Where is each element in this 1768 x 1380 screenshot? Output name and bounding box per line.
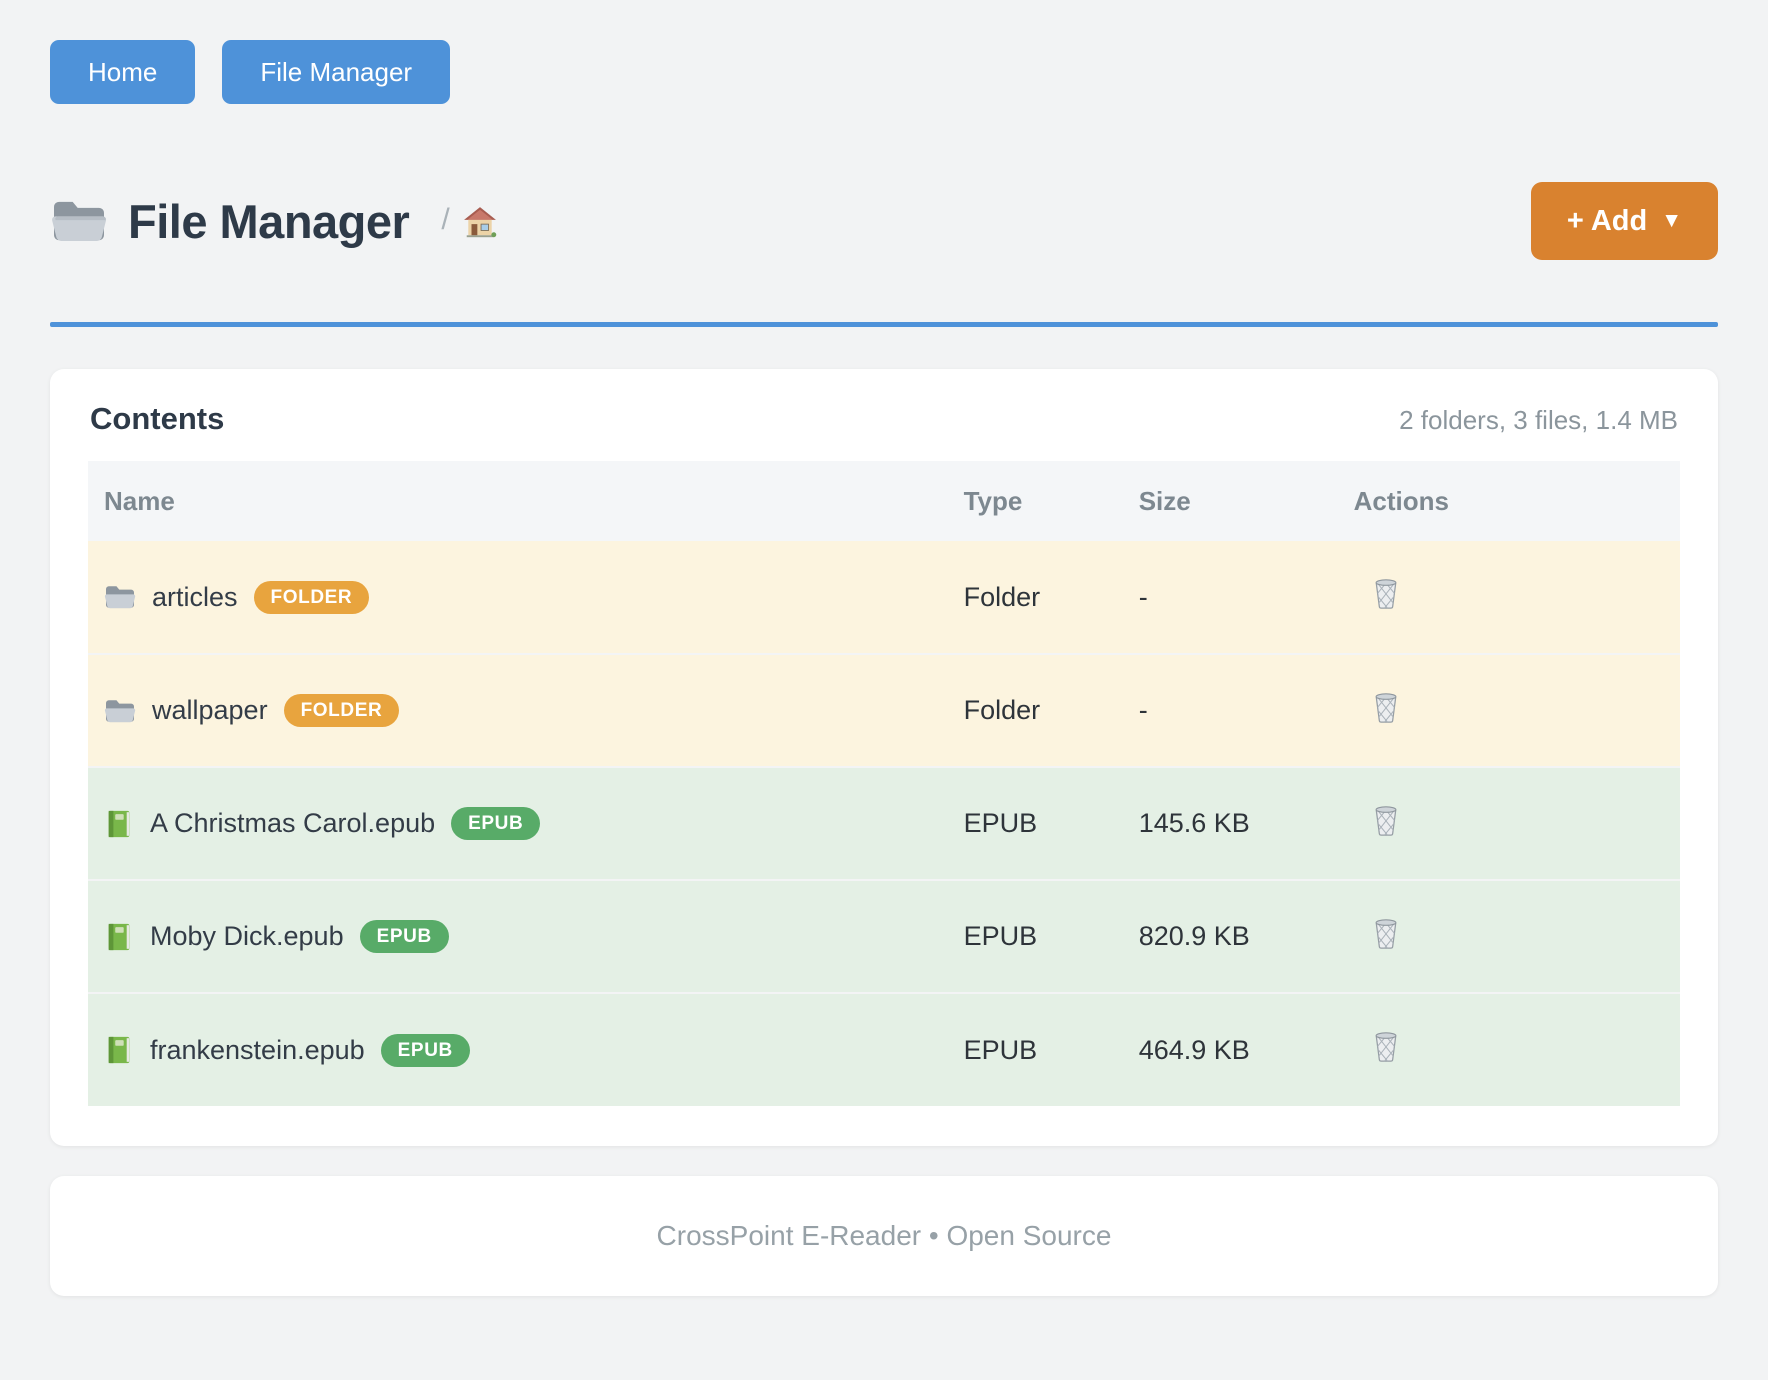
type-cell: Folder xyxy=(963,581,1041,612)
page-title: File Manager xyxy=(128,194,410,248)
file-table: Name Type Size Actions xyxy=(88,461,1680,1106)
file-name[interactable]: articles xyxy=(152,581,238,612)
type-badge: EPUB xyxy=(380,1033,470,1067)
file-name[interactable]: Moby Dick.epub xyxy=(150,921,344,951)
file-table-body: articles FOLDER Folder - xyxy=(88,541,1680,1106)
header-divider xyxy=(50,322,1718,327)
file-table-head: Name Type Size Actions xyxy=(88,461,1680,541)
breadcrumb: / xyxy=(441,203,497,239)
type-badge: FOLDER xyxy=(253,580,370,614)
type-cell: EPUB xyxy=(963,808,1038,838)
column-header-size: Size xyxy=(1138,485,1191,516)
nav-home-button[interactable]: Home xyxy=(50,40,196,104)
size-cell: 145.6 KB xyxy=(1138,808,1250,838)
type-badge: EPUB xyxy=(359,920,449,953)
footer-text: CrossPoint E-Reader • Open Source xyxy=(656,1220,1112,1251)
table-row[interactable]: A Christmas Carol.epub EPUB EPUB 145.6 K… xyxy=(88,767,1680,880)
add-button[interactable]: + Add ▼ xyxy=(1530,182,1718,260)
type-badge: FOLDER xyxy=(283,694,400,727)
top-nav: Home File Manager xyxy=(50,0,1718,104)
contents-summary: 2 folders, 3 files, 1.4 MB xyxy=(1399,405,1678,435)
file-name[interactable]: A Christmas Carol.epub xyxy=(150,808,436,838)
contents-card-header: Contents 2 folders, 3 files, 1.4 MB xyxy=(88,401,1680,437)
add-button-label: + Add xyxy=(1566,204,1648,237)
size-cell: - xyxy=(1138,581,1148,612)
page-header: File Manager / + Add ▼ xyxy=(50,182,1718,260)
book-icon xyxy=(104,921,134,953)
folder-icon xyxy=(104,583,136,611)
size-cell: 820.9 KB xyxy=(1138,921,1250,951)
table-row[interactable]: Moby Dick.epub EPUB EPUB 820.9 KB xyxy=(88,880,1680,993)
delete-button[interactable] xyxy=(1372,805,1400,836)
delete-button[interactable] xyxy=(1372,1031,1400,1062)
folder-icon xyxy=(104,697,136,725)
nav-file-manager-button[interactable]: File Manager xyxy=(222,40,451,104)
trash-icon xyxy=(1372,1031,1400,1062)
delete-button[interactable] xyxy=(1372,578,1400,609)
home-icon[interactable] xyxy=(462,205,498,239)
table-row[interactable]: frankenstein.epub EPUB EPUB 464.9 KB xyxy=(88,993,1680,1106)
column-header-type: Type xyxy=(963,485,1023,516)
type-cell: Folder xyxy=(963,695,1041,725)
type-cell: EPUB xyxy=(963,1034,1038,1065)
open-folder-icon xyxy=(50,196,108,246)
trash-icon xyxy=(1372,578,1400,609)
file-name[interactable]: frankenstein.epub xyxy=(150,1034,365,1065)
column-header-actions: Actions xyxy=(1353,485,1449,516)
breadcrumb-separator: / xyxy=(441,203,450,236)
type-badge: EPUB xyxy=(451,807,541,840)
footer-card: CrossPoint E-Reader • Open Source xyxy=(50,1176,1718,1296)
trash-icon xyxy=(1372,805,1400,836)
book-icon xyxy=(104,1034,134,1066)
table-row[interactable]: articles FOLDER Folder - xyxy=(88,541,1680,654)
book-icon xyxy=(104,808,134,840)
delete-button[interactable] xyxy=(1372,692,1400,723)
type-cell: EPUB xyxy=(963,921,1038,951)
trash-icon xyxy=(1372,918,1400,949)
table-row[interactable]: wallpaper FOLDER Folder - xyxy=(88,654,1680,767)
size-cell: 464.9 KB xyxy=(1138,1034,1250,1065)
title-wrap: File Manager / xyxy=(50,194,498,249)
caret-down-icon: ▼ xyxy=(1661,209,1682,232)
trash-icon xyxy=(1372,692,1400,723)
contents-card: Contents 2 folders, 3 files, 1.4 MB Name… xyxy=(50,369,1718,1146)
size-cell: - xyxy=(1138,695,1148,725)
column-header-name: Name xyxy=(104,485,175,516)
contents-title: Contents xyxy=(90,401,225,436)
delete-button[interactable] xyxy=(1372,918,1400,949)
file-name[interactable]: wallpaper xyxy=(152,695,268,725)
page: Home File Manager File Manager / xyxy=(50,0,1718,1296)
